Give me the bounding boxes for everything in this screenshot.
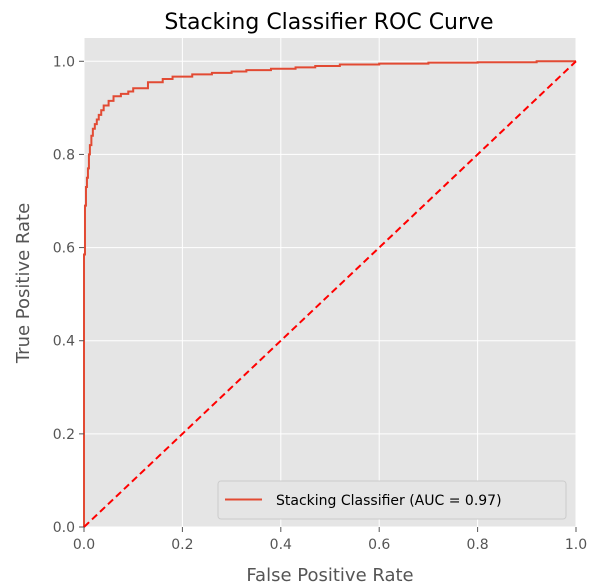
grid-lines — [83, 38, 577, 528]
roc-curve-line — [83, 60, 576, 527]
legend: Stacking Classifier (AUC = 0.97) — [217, 480, 567, 520]
chart-title: Stacking Classifier ROC Curve — [164, 10, 493, 35]
y-tick-label: 0.2 — [53, 427, 75, 443]
x-axis-label: False Positive Rate — [246, 565, 413, 586]
y-tick-label: 0.0 — [53, 520, 75, 536]
y-tick-label: 1.0 — [53, 54, 75, 70]
x-tick-label: 0.0 — [73, 537, 95, 553]
x-tick-label: 1.0 — [565, 537, 587, 553]
x-tick-label: 0.4 — [270, 537, 292, 553]
legend-label-roc: Stacking Classifier (AUC = 0.97) — [276, 493, 502, 509]
x-tick-label: 0.8 — [466, 537, 488, 553]
y-tick-label: 0.4 — [53, 334, 75, 350]
y-tick-label: 0.6 — [53, 241, 75, 257]
x-tick-label: 0.2 — [171, 537, 193, 553]
axis-ticks: 0.0 0.2 0.4 0.6 0.8 1.0 0.0 0.2 0.4 0.6 0.8 1.0 — [53, 54, 587, 553]
legend-box — [217, 480, 567, 520]
y-tick-label: 0.8 — [53, 147, 75, 163]
plot-area — [84, 38, 576, 527]
x-tick-label: 0.6 — [368, 537, 390, 553]
y-axis-label: True Positive Rate — [13, 203, 34, 364]
random-guess-diagonal-line — [83, 60, 577, 528]
series-lines — [83, 60, 577, 528]
